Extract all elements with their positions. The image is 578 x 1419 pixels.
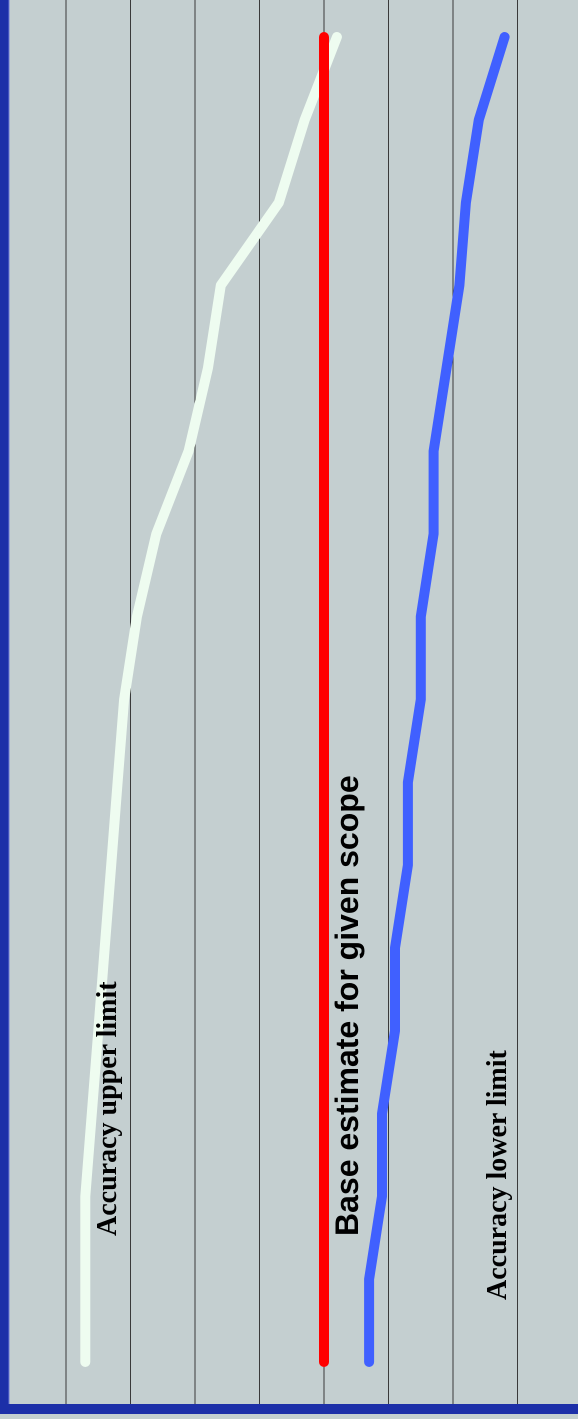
series-lines [80, 32, 510, 1367]
series-line-2 [364, 32, 510, 1367]
annotation-labels: Accuracy upper limit Base estimate for g… [92, 775, 513, 1300]
bottom-frame [0, 1404, 578, 1414]
series-line-0 [80, 32, 342, 1367]
lower-limit-label: Accuracy lower limit [482, 1049, 513, 1300]
left-frame [0, 0, 9, 1414]
base-estimate-label: Base estimate for given scope [329, 775, 365, 1236]
upper-limit-label: Accuracy upper limit [92, 981, 123, 1236]
